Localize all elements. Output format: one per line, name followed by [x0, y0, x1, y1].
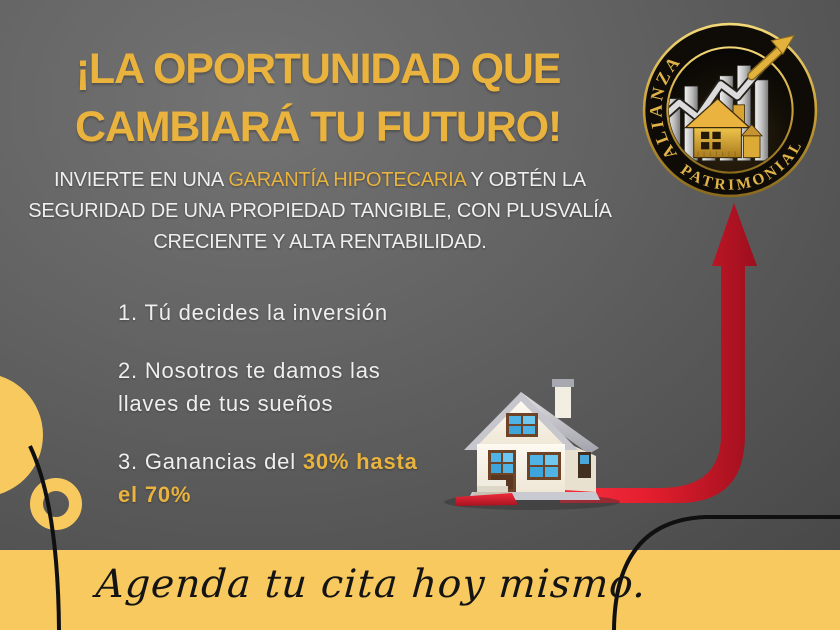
- headline: ¡LA OPORTUNIDAD QUE CAMBIARÁ TU FUTURO!: [38, 40, 598, 156]
- alianza-patrimonial-logo: ALIANZA PATRIMONIAL: [642, 22, 818, 198]
- cta-text: Agenda tu cita hoy mismo.: [94, 562, 649, 607]
- benefit-item-3-bold2: el 70%: [118, 482, 192, 507]
- intro-line1: INVIERTE EN UNA GARANTÍA HIPOTECARIA Y O…: [0, 165, 640, 196]
- yellow-circle-decoration: [0, 375, 43, 495]
- benefit-item-3-bold1: 30% hasta: [302, 448, 418, 474]
- benefit-item-3-pre: 3. Ganancias del: [118, 448, 303, 474]
- benefit-item-2: 2. Nosotros te damos las llaves de tus su…: [118, 354, 418, 421]
- right-curve-line: [612, 515, 840, 630]
- left-curve-line: [28, 445, 61, 630]
- intro-text: INVIERTE EN UNA GARANTÍA HIPOTECARIA Y O…: [0, 165, 640, 258]
- intro-highlight: GARANTÍA HIPOTECARIA: [228, 169, 466, 191]
- benefit-item-2-line1: 2. Nosotros te damos las: [118, 357, 381, 383]
- headline-line1: ¡LA OPORTUNIDAD QUE: [75, 45, 562, 93]
- bottom-band: [0, 550, 840, 630]
- yellow-ring-decoration: [30, 478, 82, 530]
- benefits-list: 1. Tú decides la inversión 2. Nosotros t…: [118, 296, 418, 536]
- house-3d: [444, 379, 620, 510]
- arrow-tail-front: [455, 493, 518, 506]
- benefit-item-2-line2: llaves de tus sueños: [118, 391, 334, 416]
- growth-arrow: [560, 203, 757, 503]
- headline-line2: CAMBIARÁ TU FUTURO!: [75, 103, 562, 151]
- logo-house: [683, 97, 764, 159]
- intro-line3: CRECIENTE Y ALTA RENTABILIDAD.: [153, 231, 487, 253]
- intro-line1-pre: INVIERTE EN UNA: [54, 169, 229, 191]
- intro-line1-post: Y OBTÉN LA: [465, 169, 586, 191]
- logo-trend-arrow: [747, 34, 796, 81]
- benefit-item-1: 1. Tú decides la inversión: [118, 300, 388, 325]
- intro-line2: SEGURIDAD DE UNA PROPIEDAD TANGIBLE, CON…: [28, 200, 612, 222]
- benefit-item-3: 3. Ganancias del 30% hasta el 70%: [118, 445, 418, 512]
